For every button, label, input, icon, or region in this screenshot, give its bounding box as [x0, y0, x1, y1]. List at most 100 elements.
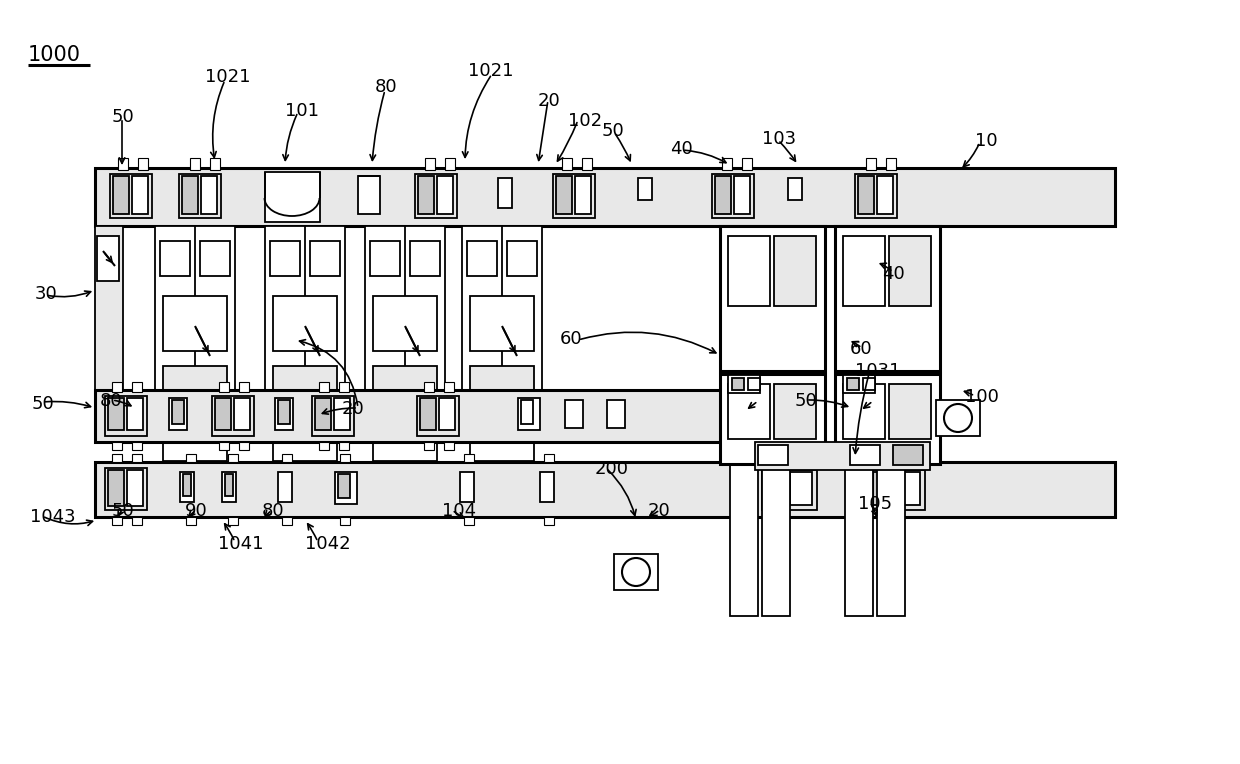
Bar: [417, 396, 459, 436]
Bar: [112, 454, 122, 462]
Bar: [562, 158, 572, 170]
Bar: [131, 517, 143, 525]
Text: 90: 90: [185, 502, 208, 520]
Bar: [118, 158, 128, 170]
Bar: [138, 158, 148, 170]
Bar: [436, 176, 453, 214]
Bar: [131, 442, 143, 450]
Bar: [518, 398, 539, 430]
Bar: [565, 400, 583, 428]
Bar: [315, 398, 331, 430]
Bar: [112, 442, 122, 450]
Bar: [228, 517, 238, 525]
Text: 50: 50: [601, 122, 625, 140]
Bar: [312, 396, 353, 436]
Bar: [131, 176, 148, 214]
Bar: [340, 454, 350, 462]
Text: 80: 80: [262, 502, 285, 520]
Bar: [97, 236, 119, 281]
Bar: [843, 375, 875, 393]
Bar: [222, 472, 236, 502]
Bar: [774, 384, 816, 439]
Bar: [162, 366, 227, 416]
Bar: [866, 158, 875, 170]
Bar: [95, 390, 735, 442]
Bar: [608, 400, 625, 428]
Bar: [582, 158, 591, 170]
Bar: [424, 442, 434, 450]
Bar: [95, 168, 1115, 226]
Bar: [843, 384, 885, 439]
Bar: [722, 158, 732, 170]
Bar: [470, 366, 534, 416]
Bar: [639, 178, 652, 200]
Text: 40: 40: [670, 140, 693, 158]
Bar: [858, 176, 874, 214]
Bar: [755, 442, 930, 470]
Bar: [464, 517, 474, 525]
Bar: [265, 172, 320, 222]
Bar: [186, 454, 196, 462]
Bar: [334, 398, 350, 430]
Bar: [112, 517, 122, 525]
Text: 104: 104: [441, 502, 476, 520]
Bar: [190, 158, 200, 170]
Bar: [155, 226, 236, 390]
Bar: [445, 158, 455, 170]
Bar: [758, 445, 787, 465]
Text: 30: 30: [35, 285, 58, 303]
Bar: [131, 454, 143, 462]
Bar: [95, 462, 1115, 517]
Bar: [734, 176, 750, 214]
Text: 1000: 1000: [29, 45, 81, 65]
Bar: [108, 470, 124, 506]
Bar: [108, 398, 124, 430]
Bar: [169, 398, 187, 430]
Bar: [410, 241, 440, 276]
Bar: [340, 517, 350, 525]
Bar: [418, 176, 434, 214]
Bar: [273, 366, 337, 416]
Bar: [774, 236, 816, 306]
Bar: [339, 474, 350, 498]
Bar: [365, 226, 445, 390]
Bar: [420, 398, 436, 430]
Bar: [131, 382, 143, 392]
Bar: [110, 174, 153, 218]
Bar: [126, 470, 143, 506]
Bar: [224, 474, 233, 496]
Bar: [877, 176, 893, 214]
Bar: [228, 454, 238, 462]
Text: 80: 80: [100, 392, 123, 410]
Text: 60: 60: [849, 340, 873, 358]
Bar: [184, 474, 191, 496]
Bar: [219, 442, 229, 450]
Bar: [105, 396, 148, 436]
Text: 20: 20: [538, 92, 560, 110]
Bar: [575, 176, 591, 214]
Bar: [239, 442, 249, 450]
Bar: [507, 241, 537, 276]
Text: 1043: 1043: [30, 508, 76, 526]
Bar: [278, 400, 290, 424]
Bar: [464, 454, 474, 462]
Bar: [180, 472, 193, 502]
Bar: [835, 374, 940, 464]
Bar: [112, 382, 122, 392]
Text: 100: 100: [965, 388, 999, 406]
Bar: [160, 241, 190, 276]
Bar: [712, 174, 754, 218]
Bar: [470, 421, 534, 461]
Text: 50: 50: [112, 502, 135, 520]
Text: 105: 105: [858, 495, 892, 513]
Bar: [460, 472, 474, 502]
Bar: [95, 226, 123, 442]
Text: 20: 20: [649, 502, 671, 520]
Bar: [444, 442, 454, 450]
Bar: [105, 468, 148, 510]
Bar: [893, 445, 923, 465]
Text: 50: 50: [32, 395, 55, 413]
Bar: [126, 398, 143, 430]
Bar: [358, 176, 379, 214]
Bar: [843, 236, 885, 306]
